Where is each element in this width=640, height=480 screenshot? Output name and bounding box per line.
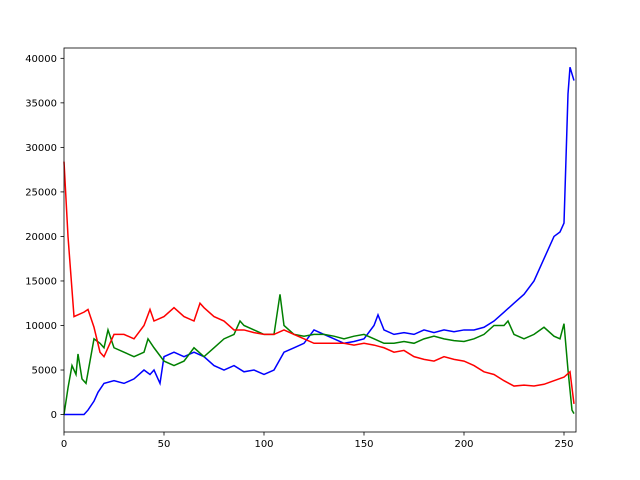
y-tick-label: 25000 — [25, 187, 57, 198]
plot-frame — [63, 47, 577, 433]
x-tick-label: 0 — [61, 439, 67, 450]
y-tick-label: 10000 — [25, 321, 57, 332]
series-line — [64, 67, 575, 416]
x-tick-label: 100 — [254, 439, 273, 450]
x-tick-label: 200 — [454, 439, 473, 450]
y-tick-label: 35000 — [25, 98, 57, 109]
y-tick-label: 20000 — [25, 232, 57, 243]
y-tick-label: 40000 — [25, 54, 57, 65]
y-tick-label: 30000 — [25, 143, 57, 154]
series-line — [63, 161, 575, 404]
x-tick-label: 250 — [554, 439, 573, 450]
y-tick-label: 5000 — [32, 366, 57, 377]
x-tick-label: 50 — [158, 439, 171, 450]
y-tick-label: 0 — [51, 410, 57, 421]
x-tick-label: 150 — [354, 439, 373, 450]
y-tick-label: 15000 — [25, 276, 57, 287]
